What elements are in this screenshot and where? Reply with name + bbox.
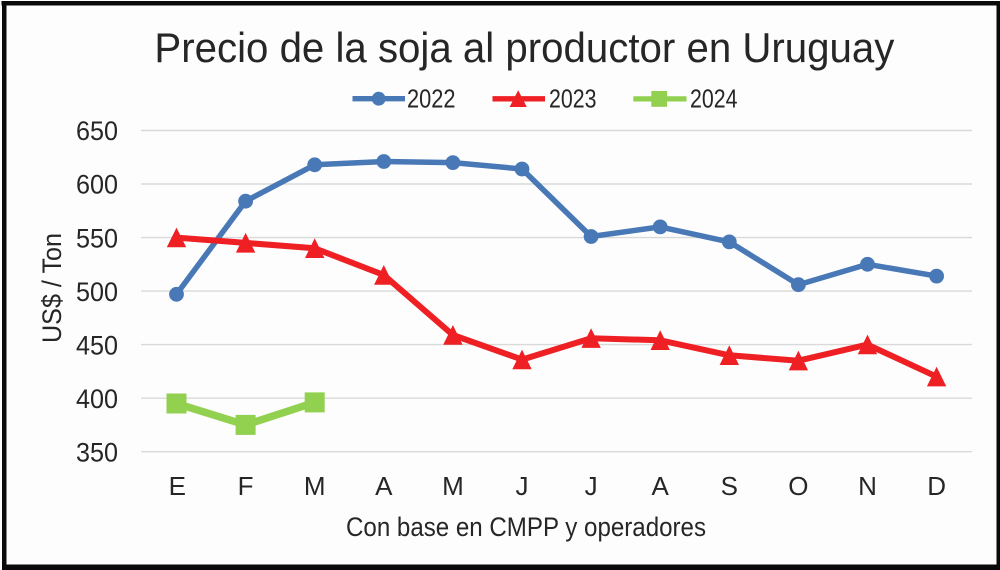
svg-text:S: S [721,471,738,501]
svg-text:Con base en CMPP y operadores: Con base en CMPP y operadores [346,512,706,542]
svg-text:400: 400 [76,384,118,414]
svg-text:350: 350 [76,437,118,467]
svg-text:US$ / Ton: US$ / Ton [37,233,67,343]
svg-text:N: N [858,471,877,501]
svg-text:J: J [516,471,529,501]
svg-text:Precio de la soja al productor: Precio de la soja al productor en Urugua… [154,24,894,71]
svg-text:600: 600 [76,170,118,200]
svg-text:O: O [788,471,808,501]
svg-text:A: A [652,471,670,501]
svg-text:A: A [375,471,393,501]
svg-text:550: 550 [76,223,118,253]
svg-text:450: 450 [76,330,118,360]
svg-text:J: J [585,471,598,501]
svg-text:650: 650 [76,116,118,146]
svg-text:E: E [169,471,186,501]
svg-text:2022: 2022 [407,84,456,114]
svg-text:2024: 2024 [690,84,738,114]
svg-text:M: M [442,471,464,501]
svg-text:500: 500 [76,277,118,307]
svg-text:D: D [927,471,946,501]
svg-text:2023: 2023 [549,84,597,114]
svg-text:M: M [304,471,326,501]
svg-text:F: F [238,471,254,501]
